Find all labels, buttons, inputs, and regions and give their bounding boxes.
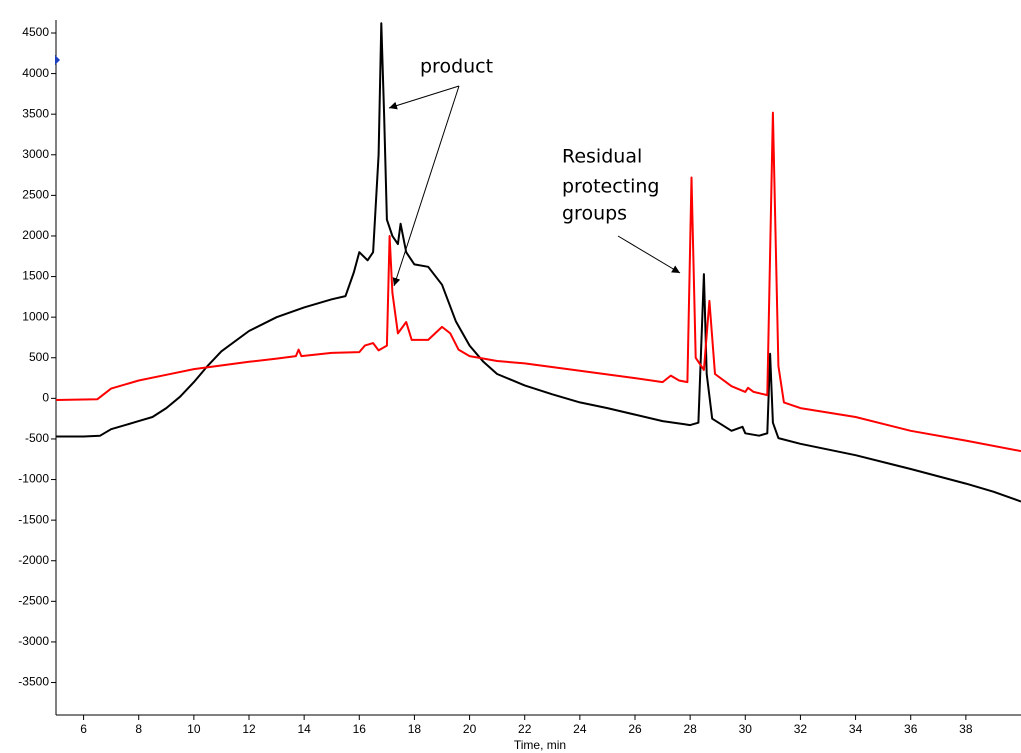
- series-line: [56, 22, 1021, 503]
- y-tick-label: -500: [25, 431, 49, 445]
- annotation: Residual: [562, 146, 642, 168]
- annotation: product: [420, 56, 493, 78]
- annotation: groups: [562, 203, 627, 225]
- x-tick-label: 12: [242, 722, 256, 736]
- y-tick-label: 1500: [22, 269, 49, 283]
- x-tick-label: 30: [739, 722, 753, 736]
- x-tick-label: 14: [297, 722, 311, 736]
- y-tick-label: 500: [29, 350, 49, 364]
- arrow: [392, 85, 460, 287]
- y-tick-label: -1500: [18, 512, 49, 526]
- y-tick-label: -1000: [18, 472, 49, 486]
- x-tick-label: 6: [80, 722, 87, 736]
- y-tick-label: 2000: [22, 228, 49, 242]
- series-line: [55, 111, 1021, 453]
- x-tick-label: 32: [794, 722, 808, 736]
- arrow: [388, 85, 460, 110]
- y-tick-label: -3000: [18, 634, 49, 648]
- x-tick-label: 34: [849, 722, 863, 736]
- x-tick-label: 8: [135, 722, 142, 736]
- y-tick-label: 4500: [22, 25, 49, 39]
- y-tick-label: -2500: [18, 594, 49, 608]
- y-tick-label: 3000: [22, 147, 49, 161]
- marker: [55, 55, 60, 65]
- x-tick-label: 24: [573, 722, 587, 736]
- arrow: [617, 235, 681, 274]
- x-tick-label: 10: [187, 722, 201, 736]
- y-tick-label: 0: [42, 391, 49, 405]
- x-axis-label: Time, min: [514, 738, 566, 752]
- x-tick-label: 18: [408, 722, 422, 736]
- y-tick-label: 4000: [22, 66, 49, 80]
- x-tick-label: 26: [628, 722, 642, 736]
- x-tick-label: 16: [353, 722, 367, 736]
- y-tick-label: -3500: [18, 675, 49, 689]
- x-tick-label: 22: [518, 722, 532, 736]
- y-tick-label: 1000: [22, 309, 49, 323]
- annotation: protecting: [562, 176, 660, 198]
- x-tick-label: 36: [904, 722, 918, 736]
- y-tick-label: -2000: [18, 553, 49, 567]
- x-tick-label: 38: [959, 722, 973, 736]
- y-tick-label: 2500: [22, 188, 49, 202]
- x-tick-label: 28: [683, 722, 697, 736]
- x-tick-label: 20: [463, 722, 477, 736]
- y-tick-label: 3500: [22, 106, 49, 120]
